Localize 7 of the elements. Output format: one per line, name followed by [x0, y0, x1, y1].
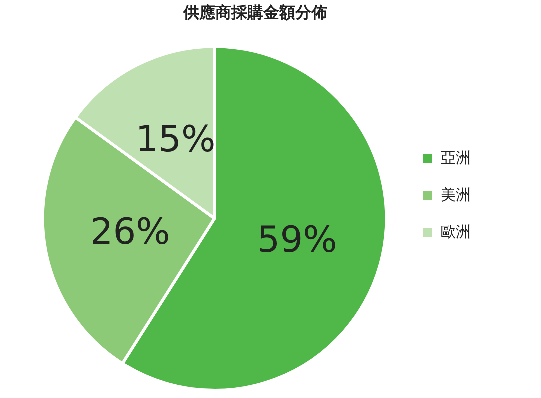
- legend-label: 亞洲: [441, 148, 471, 167]
- chart-title: 供應商採購金額分佈: [182, 2, 328, 22]
- legend-label: 歐洲: [441, 222, 471, 241]
- legend-label: 美洲: [441, 186, 471, 204]
- data-label: 26%: [90, 212, 170, 254]
- data-label: 15%: [136, 119, 216, 160]
- data-label: 59%: [257, 220, 338, 261]
